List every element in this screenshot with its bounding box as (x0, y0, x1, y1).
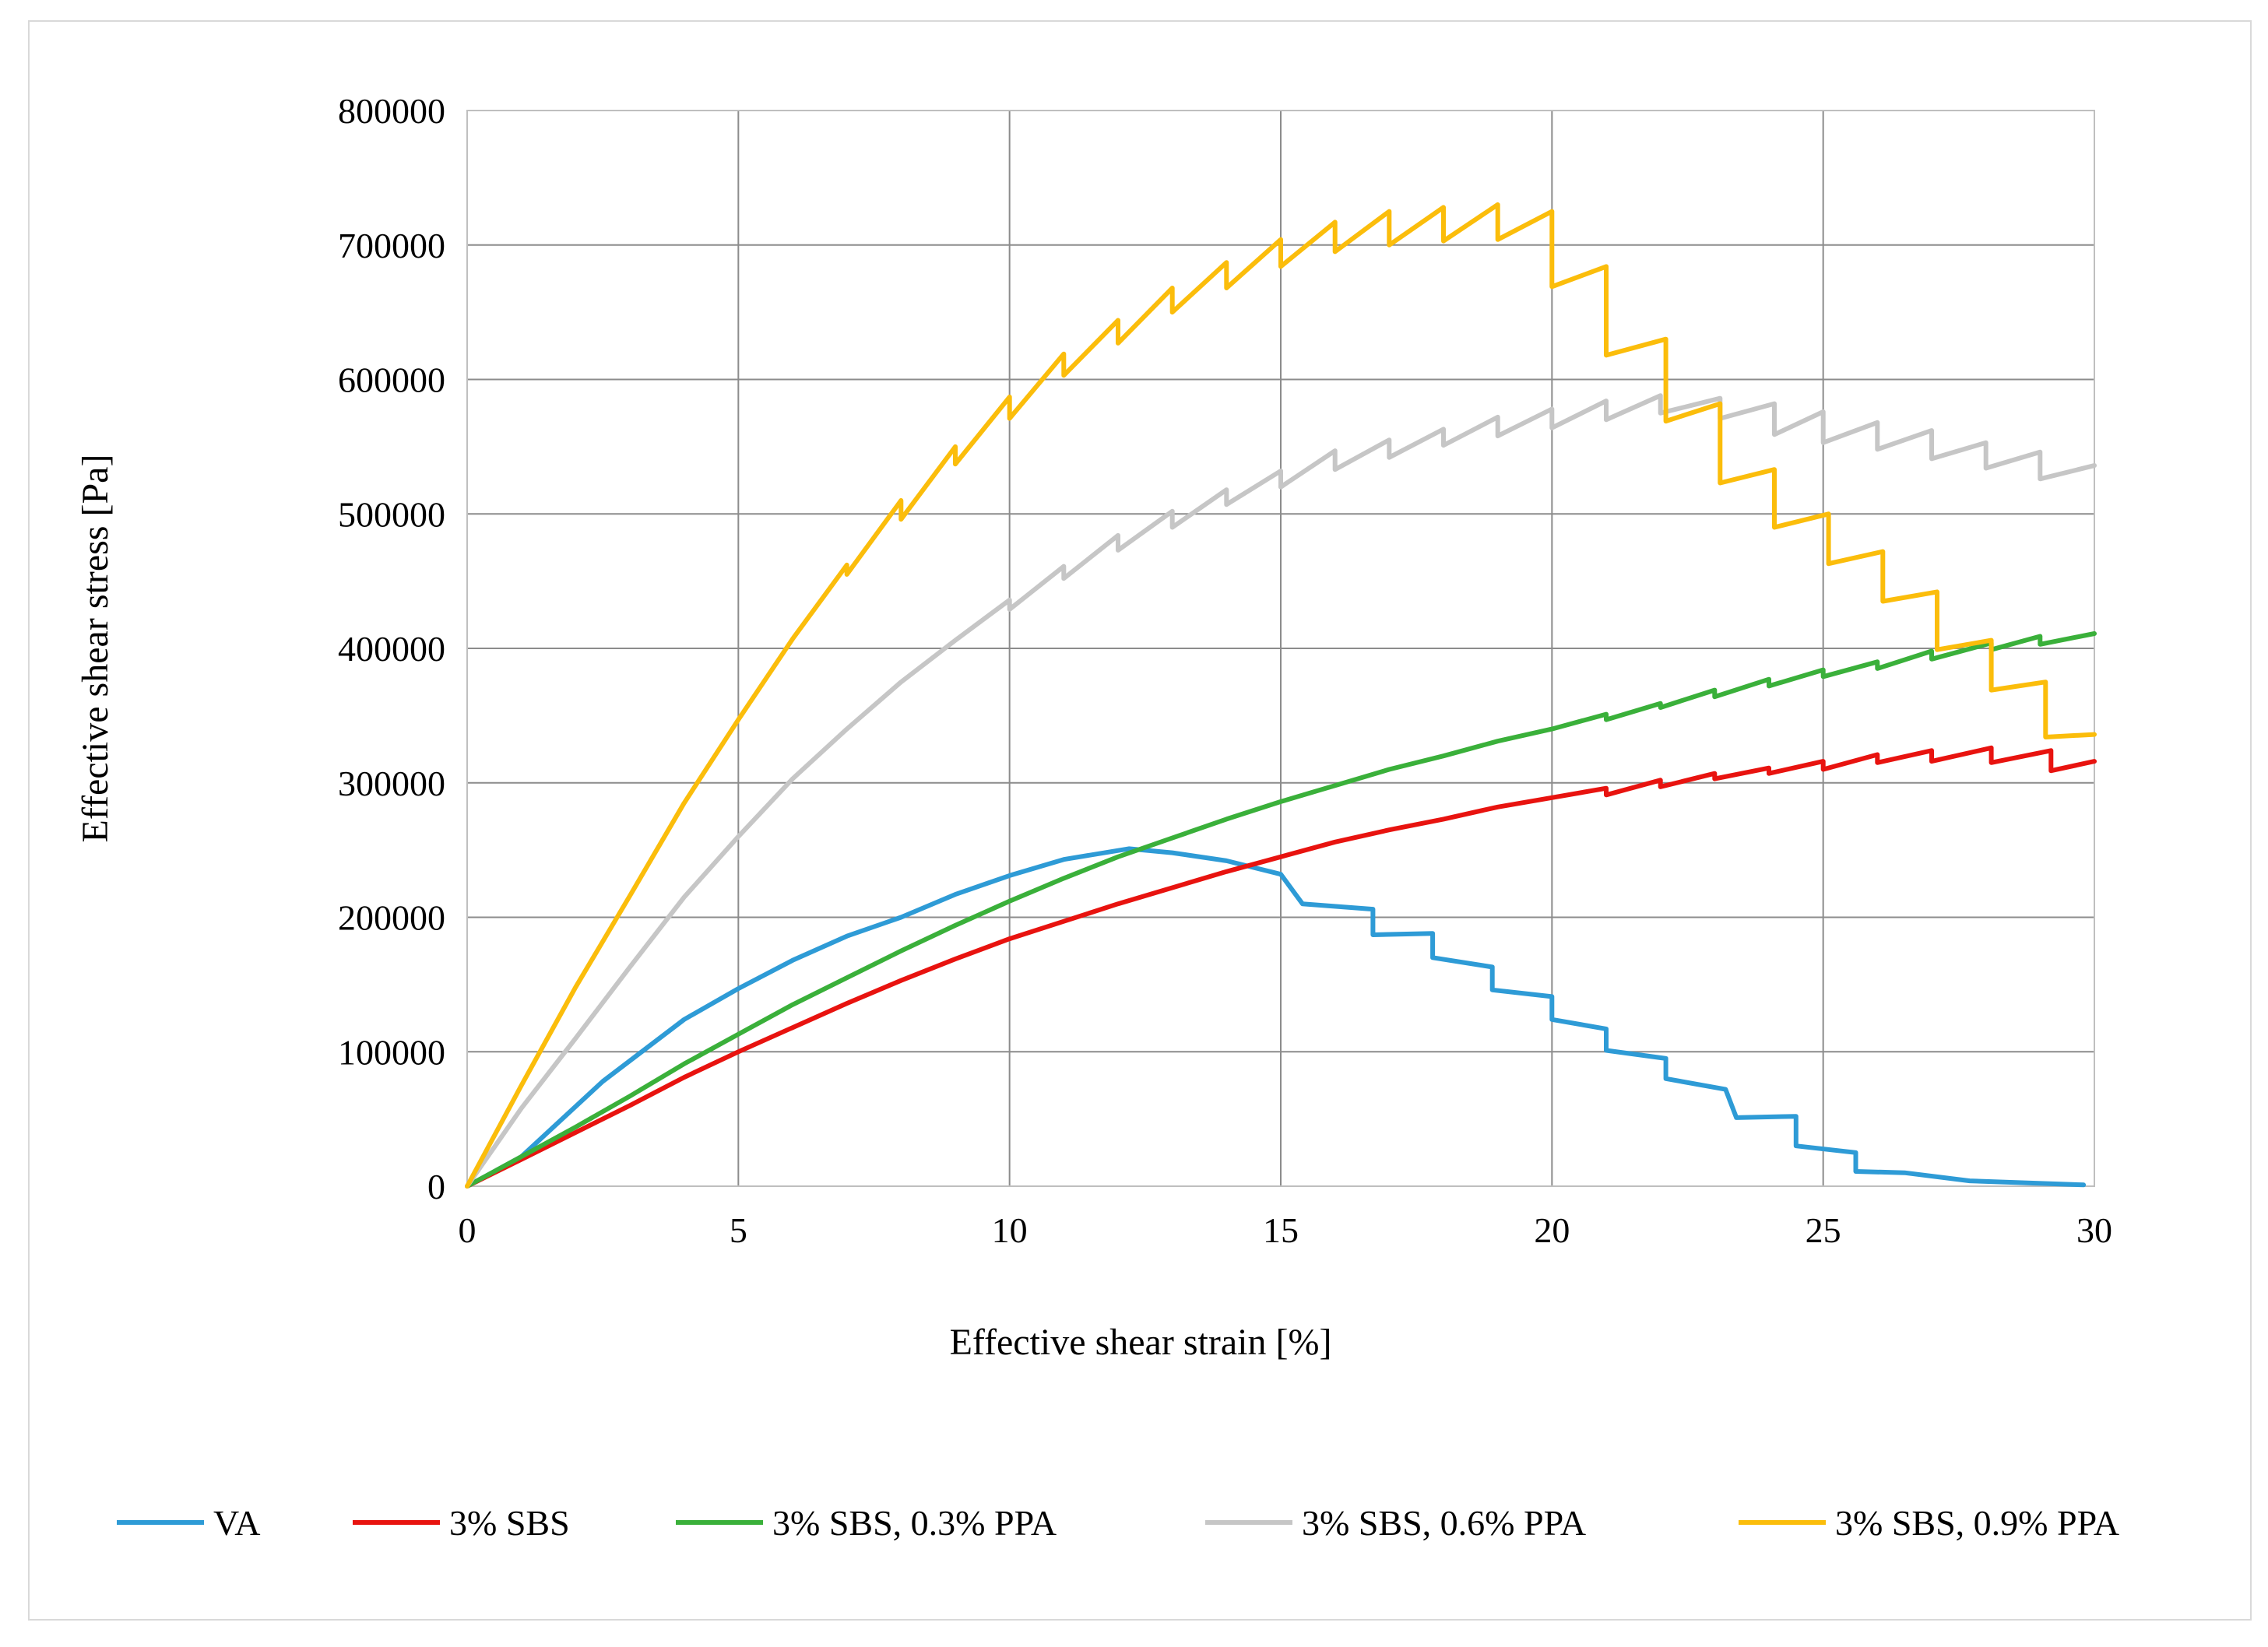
series-line-3-sbs-0-3-ppa (465, 631, 2097, 1189)
legend-label: 3% SBS, 0.9% PPA (1835, 1503, 2119, 1543)
y-tick-label: 800000 (338, 91, 445, 131)
legend-label: 3% SBS, 0.3% PPA (772, 1503, 1057, 1543)
series-line-va (465, 846, 2087, 1189)
x-tick-labels: 0 5 10 15 20 25 30 (459, 1210, 2113, 1250)
x-tick-label: 30 (2076, 1210, 2112, 1250)
y-tick-label: 700000 (338, 226, 445, 265)
y-tick-label: 600000 (338, 360, 445, 400)
plot-border (466, 110, 2095, 1187)
x-tick-label: 25 (1806, 1210, 1841, 1250)
y-tick-label: 300000 (338, 764, 445, 803)
legend: VA 3% SBS 3% SBS, 0.3% PPA 3% SBS, 0.6% PPA… (117, 1503, 2119, 1543)
x-tick-label: 10 (992, 1210, 1028, 1250)
x-tick-label: 5 (730, 1210, 747, 1250)
x-tick-label: 15 (1263, 1210, 1299, 1250)
legend-label: 3% SBS (449, 1503, 570, 1543)
chart-frame: 0 100000 200000 300000 400000 500000 600000 700… (28, 20, 2252, 1621)
y-tick-label: 0 (427, 1167, 445, 1206)
y-axis-label: Effective shear stress [Pa] (75, 455, 116, 843)
x-tick-label: 0 (459, 1210, 476, 1250)
y-tick-label: 200000 (338, 898, 445, 938)
series-line-3-sbs (465, 745, 2097, 1189)
y-tick-label: 100000 (338, 1032, 445, 1072)
legend-label: 3% SBS, 0.6% PPA (1302, 1503, 1586, 1543)
y-tick-label: 500000 (338, 494, 445, 534)
series-group (465, 202, 2097, 1189)
legend-label: VA (213, 1503, 261, 1543)
x-tick-label: 20 (1534, 1210, 1570, 1250)
series-line-3-sbs-0-9-ppa (465, 202, 2097, 1189)
chart-svg: 0 100000 200000 300000 400000 500000 600000 700… (75, 91, 2119, 1543)
grid-lines (466, 110, 2095, 1187)
y-tick-labels: 0 100000 200000 300000 400000 500000 600000 700… (338, 91, 445, 1206)
y-tick-label: 400000 (338, 629, 445, 669)
x-axis-label: Effective shear strain [%] (950, 1322, 1332, 1363)
series-line-3-sbs-0-6-ppa (465, 393, 2097, 1189)
